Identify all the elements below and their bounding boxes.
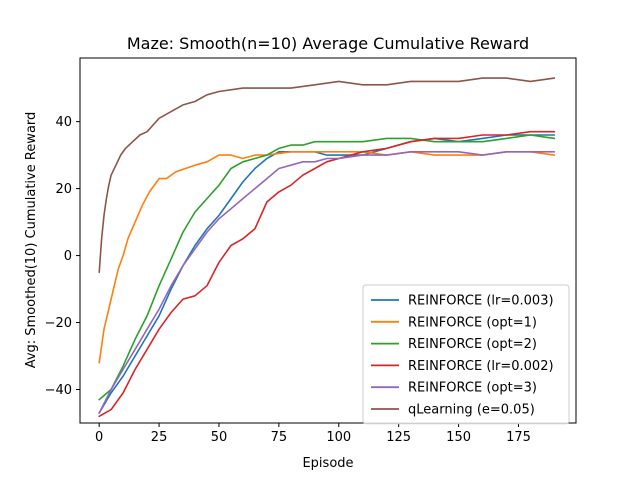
x-tick-label: 50 (211, 430, 228, 445)
series-line-2 (98, 134, 556, 401)
plot-frame (79, 57, 577, 424)
y-tick-label: 0 (64, 249, 72, 264)
x-tick-label: 25 (151, 430, 168, 445)
legend-entry: REINFORCE (lr=0.002) (408, 359, 554, 374)
legend-entry: qLearning (e=0.05) (408, 403, 535, 418)
legend-entry: REINFORCE (opt=1) (408, 315, 537, 330)
x-tick-label: 0 (95, 430, 103, 445)
y-tick-label: 20 (55, 182, 72, 197)
series-line-1 (98, 151, 556, 364)
chart-title: Maze: Smooth(n=10) Average Cumulative Re… (127, 34, 529, 53)
x-tick-label: 150 (446, 430, 471, 445)
x-tick-label: 125 (386, 430, 411, 445)
legend-entry: REINFORCE (opt=2) (408, 337, 537, 352)
y-tick-label: 40 (55, 115, 72, 130)
legend-entry: REINFORCE (opt=3) (408, 381, 537, 396)
series-line-5 (98, 77, 556, 274)
x-tick-label: 175 (506, 430, 531, 445)
legend-box (362, 284, 570, 425)
series-line-3 (98, 130, 556, 418)
y-tick-label: −20 (45, 316, 72, 331)
x-axis-ticks: 0 25 50 75 100 125 150 175 (95, 423, 531, 445)
x-tick-label: 100 (326, 430, 351, 445)
y-axis-ticks: −40 −20 0 20 40 (45, 115, 80, 398)
x-axis-label: Episode (302, 456, 353, 471)
y-tick-label: −40 (45, 383, 72, 398)
series-line-4 (98, 151, 556, 414)
y-axis-label: Avg: Smoothed(10) Cumulative Reward (24, 112, 39, 369)
legend: REINFORCE (lr=0.003) REINFORCE (opt=1) REI… (362, 284, 570, 425)
legend-entry: REINFORCE (lr=0.003) (408, 294, 554, 309)
series-lines (98, 77, 556, 418)
x-tick-label: 75 (271, 430, 288, 445)
